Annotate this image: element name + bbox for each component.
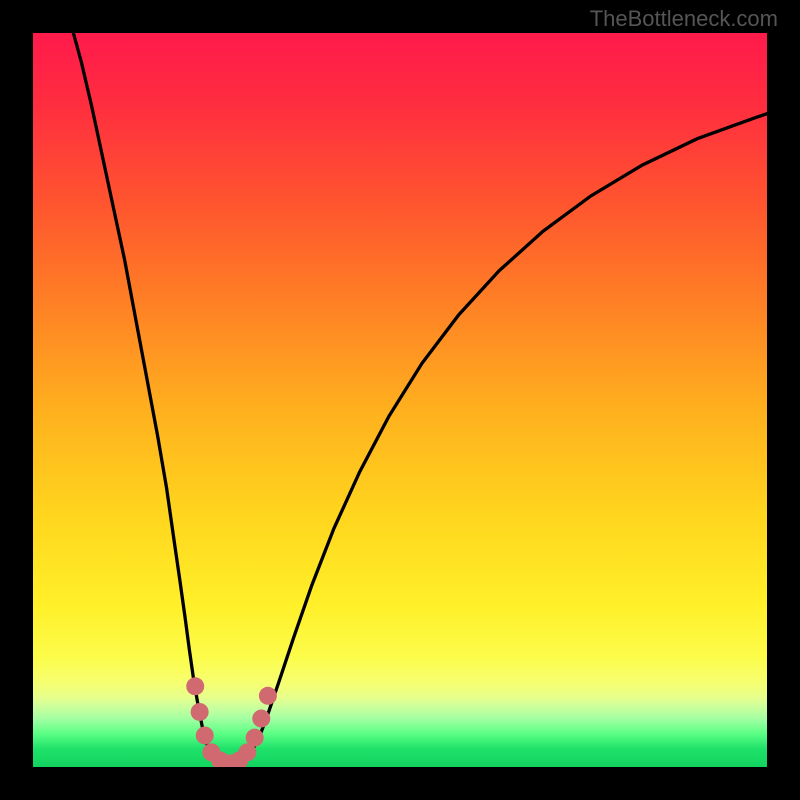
marker-dot: [252, 710, 270, 728]
watermark-text: TheBottleneck.com: [590, 6, 778, 32]
plot-area: [33, 33, 767, 767]
chart-svg: [33, 33, 767, 767]
marker-dot: [246, 729, 264, 747]
marker-dot: [196, 726, 214, 744]
outer-frame: TheBottleneck.com: [0, 0, 800, 800]
marker-dot: [191, 703, 209, 721]
marker-dot: [186, 677, 204, 695]
marker-dot: [259, 687, 277, 705]
